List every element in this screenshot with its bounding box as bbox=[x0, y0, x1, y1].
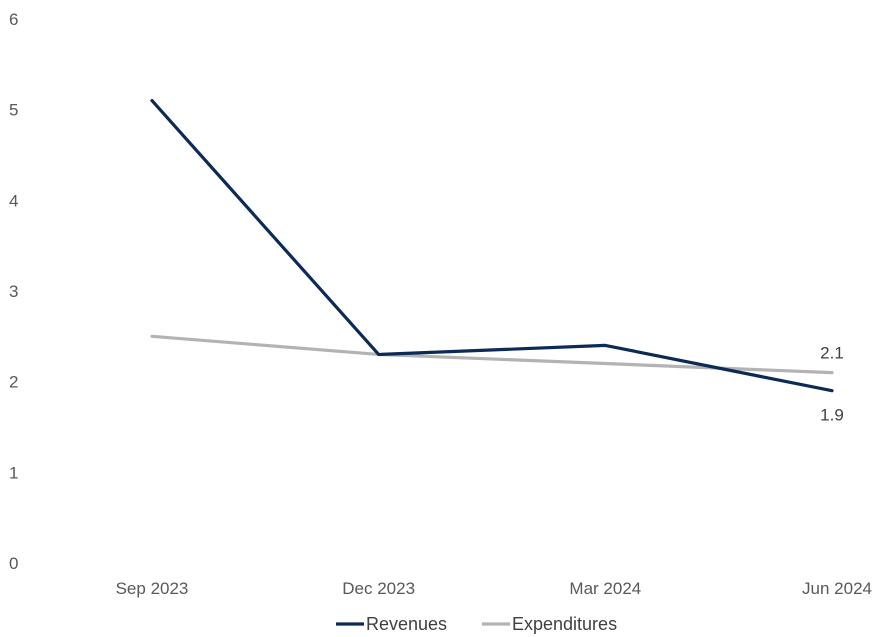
y-tick-label: 4 bbox=[9, 191, 18, 210]
data-label-expenditures: 2.1 bbox=[820, 344, 844, 363]
y-tick-label: 6 bbox=[9, 10, 18, 29]
x-axis-ticks: Sep 2023 Dec 2023 Mar 2024 Jun 2024 bbox=[116, 579, 872, 598]
y-tick-label: 1 bbox=[9, 463, 18, 482]
series-line-expenditures bbox=[150, 334, 834, 375]
legend-label-revenues: Revenues bbox=[366, 614, 447, 634]
y-tick-label: 2 bbox=[9, 373, 18, 392]
data-labels: 1.9 2.1 bbox=[820, 344, 844, 425]
series-line-revenues bbox=[150, 98, 834, 393]
legend: Revenues Expenditures bbox=[336, 614, 617, 634]
series-lines bbox=[150, 98, 834, 393]
y-axis-ticks: 0 1 2 3 4 5 6 bbox=[9, 10, 18, 573]
legend-label-expenditures: Expenditures bbox=[512, 614, 617, 634]
x-tick-label: Jun 2024 bbox=[802, 579, 872, 598]
x-tick-label: Mar 2024 bbox=[569, 579, 641, 598]
y-tick-label: 5 bbox=[9, 101, 18, 120]
x-tick-label: Sep 2023 bbox=[116, 579, 189, 598]
y-tick-label: 0 bbox=[9, 554, 18, 573]
x-tick-label: Dec 2023 bbox=[342, 579, 415, 598]
y-tick-label: 3 bbox=[9, 282, 18, 301]
data-label-revenues: 1.9 bbox=[820, 406, 844, 425]
